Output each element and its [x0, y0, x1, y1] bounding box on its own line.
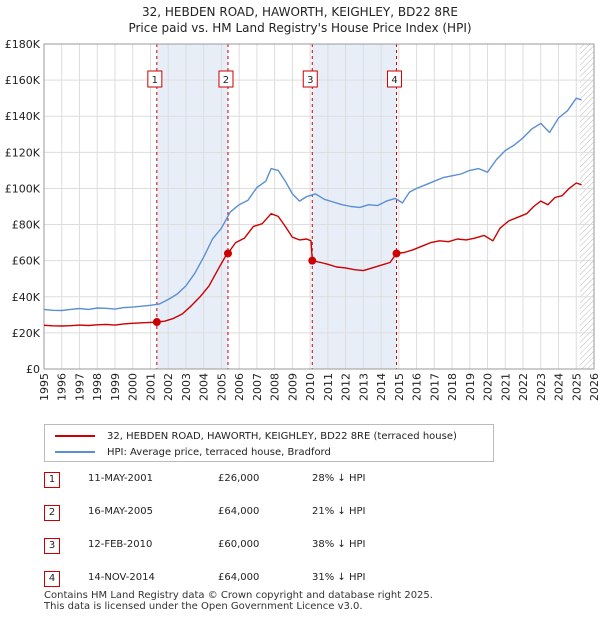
x-tick-label: 2010: [304, 373, 317, 401]
table-row: 3 12-FEB-2010 £60,000 38% ↓ HPI: [44, 538, 464, 554]
sale-point: [392, 249, 401, 258]
footer-licence: This data is licensed under the Open Gov…: [44, 601, 363, 612]
x-tick-label: 2022: [517, 373, 530, 401]
ownership-shade: [156, 44, 228, 369]
sale-number-badge: 3: [44, 538, 60, 554]
series-line: [43, 182, 582, 327]
sale-price: £64,000: [218, 572, 260, 583]
x-tick-label: 2006: [233, 373, 246, 401]
x-tick-label: 1995: [38, 373, 51, 401]
sale-number-label: 4: [391, 75, 397, 86]
legend-label-property: 32, HEBDEN ROAD, HAWORTH, KEIGHLEY, BD22…: [107, 430, 457, 442]
legend: 32, HEBDEN ROAD, HAWORTH, KEIGHLEY, BD22…: [44, 424, 494, 462]
sale-point: [152, 318, 161, 327]
x-tick-label: 2016: [411, 373, 424, 401]
y-tick-label: £60K: [12, 255, 41, 268]
legend-swatch-hpi: [55, 451, 95, 453]
sale-date: 16-MAY-2005: [88, 506, 154, 517]
x-tick-label: 2007: [251, 373, 264, 401]
y-tick-label: £20K: [12, 327, 41, 340]
sale-number-label: 1: [152, 75, 158, 86]
footer: Contains HM Land Registry data © Crown c…: [44, 590, 433, 612]
x-tick-label: 2025: [570, 373, 583, 401]
sale-number-badge: 2: [44, 505, 60, 521]
x-tick-label: 2004: [198, 373, 211, 401]
sale-hpi-diff: 38% ↓ HPI: [312, 539, 366, 550]
y-tick-label: £80K: [12, 219, 41, 232]
sale-point: [308, 256, 317, 265]
x-tick-label: 2005: [215, 373, 228, 401]
x-tick-label: 2026: [588, 373, 600, 401]
chart-title-block: 32, HEBDEN ROAD, HAWORTH, KEIGHLEY, BD22…: [0, 4, 600, 36]
x-tick-label: 2013: [357, 373, 370, 401]
y-tick-label: £120K: [5, 146, 41, 159]
sale-price: £60,000: [218, 539, 260, 550]
sale-date: 11-MAY-2001: [88, 473, 154, 484]
y-tick-label: £100K: [5, 182, 41, 195]
sale-date: 14-NOV-2014: [88, 572, 155, 583]
sale-number-box: [387, 70, 403, 88]
x-tick-label: 2023: [535, 373, 548, 401]
sale-price: £26,000: [218, 473, 260, 484]
y-tick-label: £160K: [5, 74, 41, 87]
x-tick-label: 2002: [162, 373, 175, 401]
table-row: 4 14-NOV-2014 £64,000 31% ↓ HPI: [44, 571, 464, 587]
future-hatch: [579, 44, 594, 369]
x-tick-label: 2011: [322, 373, 335, 401]
x-tick-label: 2000: [127, 373, 140, 401]
sale-hpi-diff: 28% ↓ HPI: [312, 473, 366, 484]
legend-label-hpi: HPI: Average price, terraced house, Brad…: [107, 446, 331, 458]
footer-copyright: Contains HM Land Registry data © Crown c…: [44, 590, 433, 601]
series-line: [43, 97, 582, 312]
x-tick-label: 1999: [109, 373, 122, 401]
y-tick-label: £140K: [5, 110, 41, 123]
sale-number-label: 2: [223, 75, 229, 86]
chart-subtitle: Price paid vs. HM Land Registry's House …: [128, 21, 472, 35]
y-tick-label: £40K: [12, 291, 41, 304]
sale-price: £64,000: [218, 506, 260, 517]
y-tick-label: £0: [26, 363, 40, 376]
price-chart: £0 £20K £40K £60K £80K £100K £120K £140K £160K £1…: [5, 38, 600, 401]
x-tick-label: 2012: [340, 373, 353, 401]
legend-swatch-property: [55, 435, 95, 437]
x-tick-label: 2015: [393, 373, 406, 401]
legend-item-property: 32, HEBDEN ROAD, HAWORTH, KEIGHLEY, BD22…: [55, 429, 457, 443]
x-tick-label: 1998: [91, 373, 104, 401]
x-tick-label: 2020: [482, 373, 495, 401]
sale-number-label: 3: [307, 75, 313, 86]
sale-number-badge: 1: [44, 472, 60, 488]
x-tick-label: 1996: [56, 373, 69, 401]
chart-title: 32, HEBDEN ROAD, HAWORTH, KEIGHLEY, BD22…: [142, 5, 458, 19]
sale-date: 12-FEB-2010: [88, 539, 153, 550]
table-row: 2 16-MAY-2005 £64,000 21% ↓ HPI: [44, 505, 464, 521]
legend-item-hpi: HPI: Average price, terraced house, Brad…: [55, 445, 331, 459]
sale-point: [223, 249, 232, 258]
sale-number-box: [147, 70, 163, 88]
sale-hpi-diff: 31% ↓ HPI: [312, 572, 366, 583]
sale-hpi-diff: 21% ↓ HPI: [312, 506, 366, 517]
sale-number-badge: 4: [44, 571, 60, 587]
sale-number-box: [302, 70, 318, 88]
x-tick-label: 2017: [428, 373, 441, 401]
sale-number-box: [218, 70, 234, 88]
x-tick-label: 2003: [180, 373, 193, 401]
x-tick-label: 2019: [464, 373, 477, 401]
x-tick-label: 2008: [269, 373, 282, 401]
x-tick-label: 2021: [499, 373, 512, 401]
x-tick-label: 1997: [73, 373, 86, 401]
x-tick-label: 2009: [286, 373, 299, 401]
x-tick-label: 2001: [144, 373, 157, 401]
plot-frame: [43, 43, 595, 370]
y-tick-label: £180K: [5, 38, 41, 51]
x-tick-label: 2024: [553, 373, 566, 401]
x-tick-label: 2014: [375, 373, 388, 401]
x-tick-label: 2018: [446, 373, 459, 401]
table-row: 1 11-MAY-2001 £26,000 28% ↓ HPI: [44, 472, 464, 488]
